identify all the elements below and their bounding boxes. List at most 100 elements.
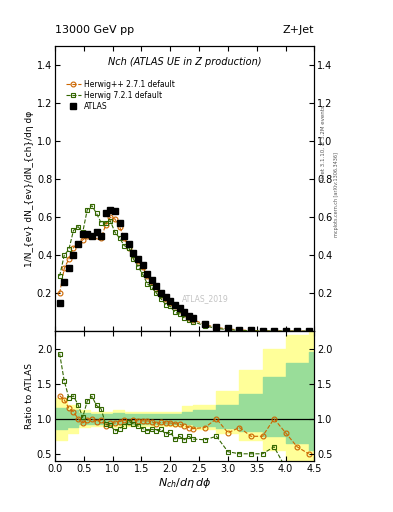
ATLAS [154, 283, 159, 289]
Herwig++ 2.7.1 default [94, 233, 99, 239]
ATLAS [85, 231, 90, 238]
ATLAS [149, 277, 154, 283]
ATLAS [122, 233, 127, 239]
Herwig++ 2.7.1 default [295, 328, 299, 334]
ATLAS [131, 250, 136, 257]
ATLAS [66, 265, 71, 271]
Herwig++ 2.7.1 default [249, 328, 253, 334]
Herwig++ 2.7.1 default [66, 256, 71, 262]
Herwig 7.2.1 default [168, 304, 173, 310]
ATLAS [173, 302, 177, 308]
Herwig 7.2.1 default [283, 328, 288, 334]
Herwig++ 2.7.1 default [117, 224, 122, 230]
Herwig++ 2.7.1 default [191, 317, 196, 323]
Herwig 7.2.1 default [66, 246, 71, 252]
ATLAS [76, 241, 81, 247]
Text: 13000 GeV pp: 13000 GeV pp [55, 25, 134, 35]
ATLAS [283, 328, 288, 334]
Y-axis label: Ratio to ATLAS: Ratio to ATLAS [25, 363, 34, 429]
Herwig 7.2.1 default [122, 243, 127, 249]
Herwig 7.2.1 default [76, 224, 81, 230]
Herwig 7.2.1 default [191, 318, 196, 325]
ATLAS [71, 252, 76, 258]
Herwig 7.2.1 default [249, 328, 253, 334]
Herwig++ 2.7.1 default [186, 315, 191, 321]
Text: mcplots.cern.ch [arXiv:1306.3436]: mcplots.cern.ch [arXiv:1306.3436] [334, 152, 339, 237]
Herwig 7.2.1 default [272, 328, 276, 334]
ATLAS [260, 328, 265, 334]
Herwig++ 2.7.1 default [113, 216, 118, 222]
ATLAS [108, 206, 113, 212]
Herwig++ 2.7.1 default [168, 300, 173, 306]
Herwig++ 2.7.1 default [163, 296, 168, 302]
Herwig 7.2.1 default [182, 315, 187, 321]
ATLAS [306, 328, 311, 334]
ATLAS [113, 208, 118, 215]
Text: Nch (ATLAS UE in Z production): Nch (ATLAS UE in Z production) [108, 57, 261, 68]
Herwig 7.2.1 default [94, 210, 99, 217]
Herwig 7.2.1 default [117, 235, 122, 241]
Herwig++ 2.7.1 default [76, 241, 81, 247]
ATLAS [237, 327, 242, 333]
Herwig 7.2.1 default [103, 220, 108, 226]
Herwig++ 2.7.1 default [71, 245, 76, 251]
Herwig++ 2.7.1 default [149, 279, 154, 285]
Herwig 7.2.1 default [85, 206, 90, 212]
Herwig 7.2.1 default [306, 328, 311, 334]
Herwig 7.2.1 default [214, 325, 219, 331]
Line: Herwig++ 2.7.1 default: Herwig++ 2.7.1 default [57, 215, 311, 334]
ATLAS [163, 294, 168, 300]
Herwig++ 2.7.1 default [182, 311, 187, 317]
Herwig 7.2.1 default [108, 218, 113, 224]
ATLAS [145, 271, 150, 278]
Herwig++ 2.7.1 default [57, 290, 62, 296]
Herwig 7.2.1 default [159, 296, 163, 302]
ATLAS [117, 220, 122, 226]
Herwig 7.2.1 default [71, 227, 76, 233]
Herwig++ 2.7.1 default [122, 235, 127, 241]
Herwig++ 2.7.1 default [272, 328, 276, 334]
Herwig++ 2.7.1 default [177, 307, 182, 313]
ATLAS [57, 300, 62, 306]
Herwig++ 2.7.1 default [62, 265, 66, 271]
Herwig 7.2.1 default [173, 309, 177, 315]
Herwig 7.2.1 default [99, 220, 103, 226]
ATLAS [272, 328, 276, 334]
ATLAS [202, 321, 207, 327]
ATLAS [103, 210, 108, 217]
Herwig 7.2.1 default [202, 323, 207, 329]
Herwig++ 2.7.1 default [108, 214, 113, 220]
Herwig 7.2.1 default [154, 290, 159, 296]
Herwig++ 2.7.1 default [226, 326, 230, 332]
Herwig++ 2.7.1 default [90, 233, 94, 239]
ATLAS [214, 324, 219, 330]
ATLAS [140, 262, 145, 268]
Herwig 7.2.1 default [260, 328, 265, 334]
Herwig++ 2.7.1 default [99, 235, 103, 241]
Y-axis label: 1/N_{ev} dN_{ev}/dN_{ch}/dη dφ: 1/N_{ev} dN_{ev}/dN_{ch}/dη dφ [25, 111, 34, 267]
Herwig++ 2.7.1 default [154, 286, 159, 292]
Herwig++ 2.7.1 default [260, 328, 265, 334]
Herwig++ 2.7.1 default [237, 327, 242, 333]
Herwig 7.2.1 default [113, 229, 118, 236]
Herwig 7.2.1 default [237, 327, 242, 333]
Herwig++ 2.7.1 default [214, 324, 219, 330]
Herwig 7.2.1 default [136, 264, 140, 270]
ATLAS [191, 315, 196, 321]
Herwig 7.2.1 default [57, 273, 62, 279]
ATLAS [62, 279, 66, 285]
Herwig++ 2.7.1 default [159, 292, 163, 298]
ATLAS [186, 313, 191, 319]
Herwig 7.2.1 default [62, 252, 66, 258]
Herwig 7.2.1 default [177, 311, 182, 317]
Herwig 7.2.1 default [149, 284, 154, 290]
ATLAS [159, 290, 163, 296]
Herwig 7.2.1 default [186, 317, 191, 323]
Herwig 7.2.1 default [90, 203, 94, 209]
Herwig 7.2.1 default [226, 327, 230, 333]
Herwig 7.2.1 default [163, 302, 168, 308]
Herwig 7.2.1 default [145, 281, 150, 287]
Herwig 7.2.1 default [80, 229, 85, 236]
Herwig 7.2.1 default [295, 328, 299, 334]
Herwig++ 2.7.1 default [131, 252, 136, 258]
